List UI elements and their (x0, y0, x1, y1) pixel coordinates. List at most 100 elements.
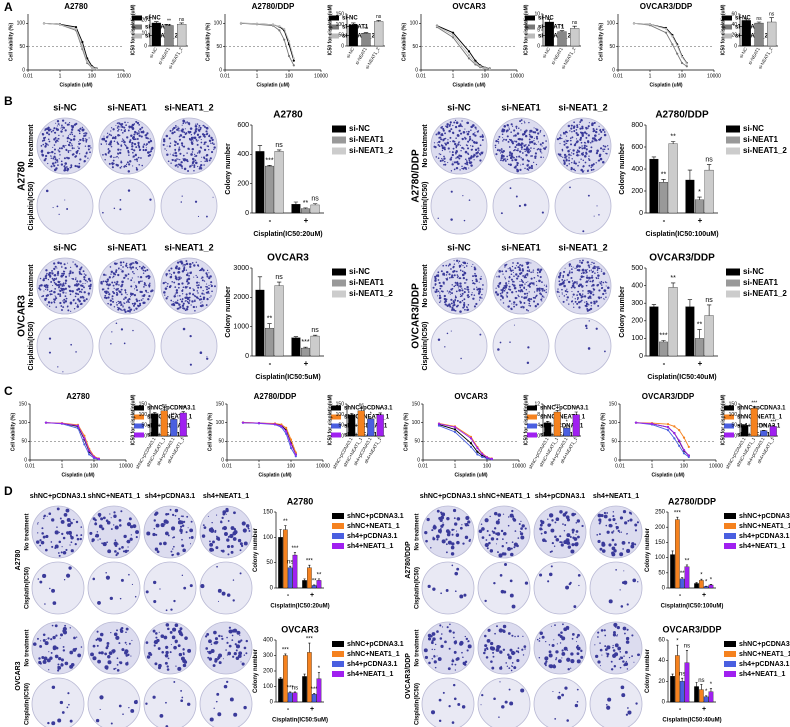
colony (179, 525, 183, 528)
significance-label: ** (670, 275, 676, 282)
y-tick-label: 60 (731, 11, 737, 17)
colony (568, 163, 571, 165)
colony (522, 635, 524, 638)
colony (550, 528, 555, 533)
colony (450, 170, 453, 172)
colony (498, 553, 503, 558)
colony (126, 266, 129, 269)
colony (433, 142, 436, 144)
colony (140, 280, 142, 283)
colony (61, 272, 64, 275)
colony (598, 133, 600, 135)
colony (203, 141, 206, 144)
legend-label: shNC+NEAT1_1 (540, 415, 586, 421)
colony (84, 279, 87, 282)
colony (443, 164, 445, 166)
colony (84, 132, 86, 134)
colony (508, 126, 510, 128)
point (76, 424, 80, 427)
colony (454, 151, 458, 154)
colony (579, 261, 581, 263)
error-bar (303, 673, 306, 677)
y-tick-label: 300 (631, 300, 643, 307)
legend-swatch (329, 24, 339, 30)
colony (459, 286, 462, 288)
colony (167, 534, 170, 537)
colony (580, 141, 583, 144)
colony (473, 159, 475, 161)
colony (452, 124, 454, 127)
colony (193, 264, 196, 267)
colony (464, 308, 466, 311)
colony (41, 656, 45, 659)
y-tick-label: 10 (534, 11, 540, 17)
point (453, 428, 457, 431)
colony (47, 162, 49, 165)
colony (470, 293, 473, 296)
colony (62, 144, 65, 148)
colony (511, 509, 514, 513)
colony (105, 571, 107, 574)
legend-label: si-NEAT1 (349, 135, 385, 144)
colony (592, 267, 595, 270)
colony (135, 307, 138, 310)
colony (190, 136, 193, 139)
colony (575, 281, 578, 283)
colony (595, 277, 598, 280)
colony (573, 605, 577, 608)
colony (535, 295, 537, 298)
x-tick-label: 0.01 (615, 463, 625, 469)
legend-swatch (527, 423, 537, 429)
colony (448, 705, 451, 708)
x-tick-label: + (698, 216, 703, 225)
colony (449, 623, 451, 626)
colony (127, 151, 130, 153)
colony (563, 279, 566, 282)
colony (188, 274, 190, 277)
colony (72, 125, 75, 128)
colony (52, 285, 54, 287)
colony (538, 637, 541, 640)
column-header: shNC+NEAT1_1 (88, 493, 141, 500)
colony (473, 282, 476, 285)
cell-line-label: OVCAR3 (17, 295, 28, 337)
colony (521, 280, 524, 283)
error-bar (181, 411, 185, 413)
colony (510, 131, 512, 134)
colony (571, 271, 573, 274)
colony (45, 638, 47, 640)
colony (534, 152, 538, 155)
colony (592, 270, 594, 272)
colony (547, 523, 551, 527)
colony (74, 295, 77, 298)
error-bar (681, 677, 684, 682)
error-bar (685, 564, 689, 567)
bar (684, 566, 690, 589)
colony (466, 122, 468, 124)
colony (438, 294, 441, 297)
colony (165, 609, 168, 612)
colony (139, 131, 141, 133)
colony (96, 531, 99, 533)
colony (561, 293, 563, 295)
y-axis-label: IC50 for cisplatin(uM) (523, 4, 529, 55)
colony (167, 296, 169, 298)
colony (515, 140, 518, 143)
chart-title: A2780 (273, 110, 303, 121)
colony (62, 282, 65, 284)
row-label: Cisplatin(IC50) (415, 683, 421, 725)
colony (64, 295, 67, 298)
colony (605, 703, 608, 706)
colony (172, 548, 174, 550)
legend-swatch (134, 423, 144, 429)
colony (432, 537, 436, 541)
point (44, 421, 48, 424)
error-bar (303, 578, 306, 581)
colony (170, 550, 173, 553)
colony (625, 660, 627, 663)
colony (520, 688, 525, 693)
legend-swatch (134, 405, 144, 411)
colony (101, 283, 103, 285)
colony (451, 292, 453, 295)
colony (426, 517, 430, 522)
